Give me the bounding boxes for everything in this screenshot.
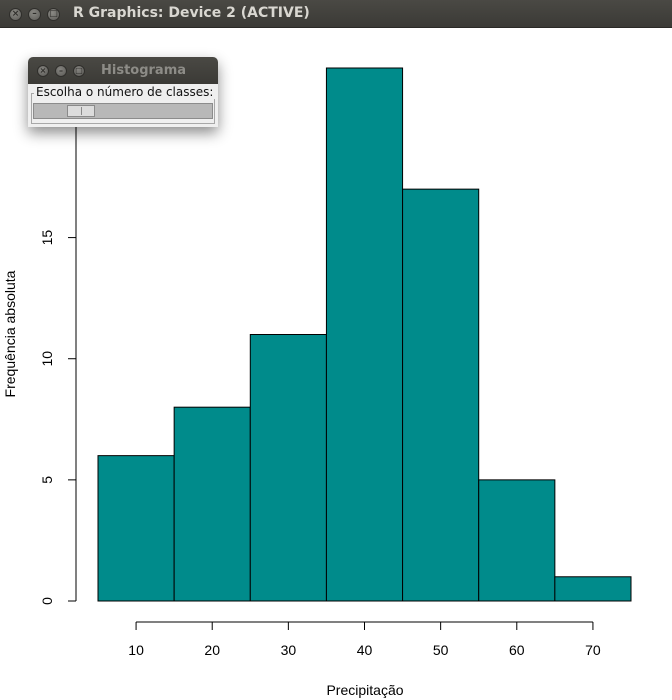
x-tick-label: 70 <box>585 642 601 658</box>
minimize-icon[interactable]: – <box>28 8 41 21</box>
dialog-body: Escolha o número de classes: <box>28 84 218 127</box>
histogram-bar <box>173 406 251 602</box>
maximize-icon[interactable]: □ <box>47 8 60 21</box>
y-tick-label: 10 <box>39 351 55 367</box>
dialog-close-icon[interactable]: × <box>37 65 49 77</box>
histogram-bar <box>402 188 480 602</box>
slider-label: Escolha o número de classes: <box>34 85 216 99</box>
x-axis-label: Precipitação <box>326 682 403 698</box>
x-tick-label: 60 <box>509 642 525 658</box>
x-tick-label: 30 <box>281 642 297 658</box>
window-titlebar: × – □ R Graphics: Device 2 (ACTIVE) <box>0 0 672 28</box>
dialog-minimize-icon[interactable]: – <box>55 65 67 77</box>
window-title: R Graphics: Device 2 (ACTIVE) <box>73 5 310 21</box>
histogram-bar <box>478 479 556 602</box>
y-tick-label: 15 <box>39 230 55 246</box>
plot-area: 0510152010203040506070PrecipitaçãoFrequê… <box>0 28 672 700</box>
histogram-dialog: × – □ Histograma Escolha o número de cla… <box>28 57 218 127</box>
y-axis-label: Frequência absoluta <box>2 270 18 397</box>
histogram-bar <box>249 334 327 602</box>
x-tick-label: 40 <box>357 642 373 658</box>
y-tick-label: 0 <box>39 597 55 605</box>
slider-handle[interactable] <box>67 105 95 117</box>
x-tick-label: 10 <box>128 642 144 658</box>
dialog-title: Histograma <box>101 63 187 78</box>
x-tick-label: 20 <box>204 642 220 658</box>
dialog-maximize-icon[interactable]: □ <box>73 65 85 77</box>
histogram-bar <box>97 455 175 602</box>
class-count-slider[interactable] <box>33 103 213 119</box>
y-tick-label: 5 <box>39 476 55 484</box>
dialog-titlebar: × – □ Histograma <box>28 57 218 84</box>
close-icon[interactable]: × <box>9 8 22 21</box>
histogram-chart: 0510152010203040506070PrecipitaçãoFrequê… <box>2 67 632 698</box>
histogram-bar <box>325 67 404 602</box>
histogram-bar <box>554 576 632 602</box>
x-tick-label: 50 <box>433 642 449 658</box>
